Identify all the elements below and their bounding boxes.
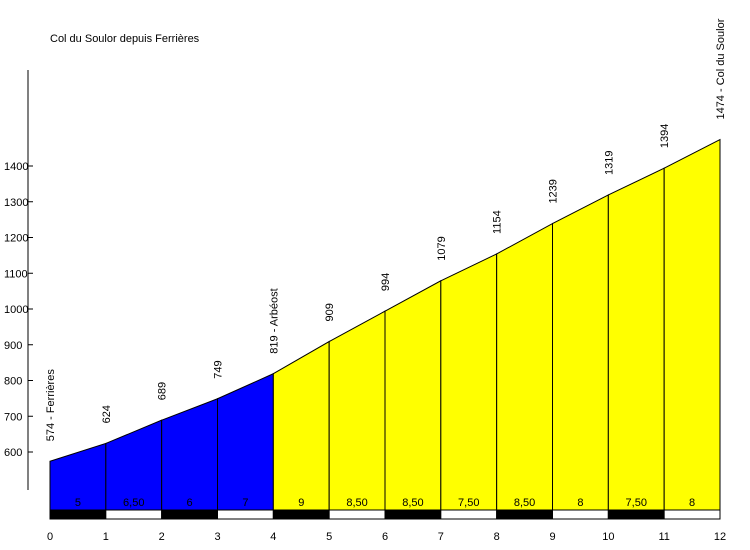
- altitude-label: 574 - Ferrières: [45, 369, 57, 442]
- altitude-label: 1319: [603, 150, 615, 174]
- gradient-label: 6,50: [123, 497, 144, 509]
- gradient-label: 8,50: [514, 497, 535, 509]
- x-tick-label: 6: [382, 531, 388, 543]
- distance-bar-segment: [663, 509, 721, 520]
- altitude-label: 994: [380, 273, 392, 291]
- y-tick-label: 700: [4, 411, 22, 423]
- distance-bar-segment: [496, 509, 553, 520]
- x-tick-label: 4: [270, 531, 276, 543]
- x-tick-label: 11: [658, 531, 669, 543]
- altitude-label: 1154: [492, 210, 504, 234]
- x-tick-label: 1: [103, 531, 109, 543]
- altitude-label: 689: [157, 382, 169, 400]
- gradient-label: 7,50: [626, 497, 647, 509]
- x-axis-ticks: 0 1 2 3 4 5 6 7 8 9 10 11 12: [47, 531, 726, 543]
- gradient-label: 8,50: [346, 497, 367, 509]
- distance-bar-segment: [440, 509, 498, 520]
- gradient-label: 7,50: [458, 497, 479, 509]
- altitude-label: 909: [324, 303, 336, 321]
- profile-segment-4: [217, 372, 274, 511]
- distance-bar-segment: [49, 509, 107, 520]
- altitude-label: 624: [101, 405, 113, 423]
- profile-segment-9: [496, 222, 553, 511]
- gradient-labels: 5 6,50 6 7 9 8,50 8,50 7,50 8,50 8 7,50 8: [75, 497, 695, 509]
- distance-bar-segment: [384, 509, 442, 520]
- altitude-label: 749: [213, 360, 225, 378]
- altitude-label: 1474 - Col du Soulor: [715, 18, 727, 119]
- profile-areas: [49, 138, 721, 511]
- y-tick-label: 600: [4, 447, 22, 459]
- distance-bar-segment: [105, 509, 163, 520]
- x-tick-label: 5: [326, 531, 332, 543]
- y-tick-label: 1300: [4, 197, 28, 209]
- gradient-label: 6: [187, 497, 193, 509]
- y-axis-ticks: 600 700 800 900 1000 1100 1200 1300 1400: [4, 161, 33, 459]
- altitude-label: 819 - Arbéost: [268, 288, 280, 353]
- profile-segment-6: [328, 310, 386, 511]
- distance-bar-segment: [552, 509, 609, 520]
- distance-bar: [49, 509, 721, 520]
- gradient-label: 8,50: [402, 497, 423, 509]
- altitude-label: 1079: [436, 236, 448, 260]
- x-tick-label: 12: [714, 531, 726, 543]
- profile-segment-12: [663, 138, 721, 511]
- profile-segment-10: [552, 194, 609, 511]
- distance-bar-segment: [328, 509, 386, 520]
- gradient-label: 8: [577, 497, 583, 509]
- altitude-label: 1394: [659, 124, 671, 148]
- y-tick-label: 900: [4, 340, 22, 352]
- x-tick-label: 10: [602, 531, 614, 543]
- profile-segment-7: [384, 279, 442, 511]
- gradient-label: 5: [75, 497, 81, 509]
- gradient-label: 9: [298, 497, 304, 509]
- altitude-labels: 574 - Ferrières 624 689 749 819 - Arbéost 909…: [45, 18, 727, 441]
- chart-title: Col du Soulor depuis Ferrières: [50, 33, 200, 45]
- profile-segment-5: [272, 340, 330, 511]
- y-tick-label: 1400: [4, 161, 28, 173]
- y-tick-label: 1000: [4, 304, 28, 316]
- y-tick-label: 1200: [4, 233, 28, 245]
- x-tick-label: 0: [47, 531, 53, 543]
- distance-bar-segment: [161, 509, 219, 520]
- x-tick-label: 7: [438, 531, 444, 543]
- y-tick-label: 800: [4, 376, 22, 388]
- altitude-label: 1239: [548, 179, 560, 203]
- x-tick-label: 9: [549, 531, 555, 543]
- distance-bar-segment: [272, 509, 330, 520]
- profile-segment-11: [607, 167, 665, 511]
- distance-bar-segment: [607, 509, 665, 520]
- profile-segment-3: [161, 398, 218, 511]
- x-tick-label: 2: [159, 531, 165, 543]
- profile-segment-8: [440, 253, 498, 511]
- distance-bar-segment: [217, 509, 274, 520]
- y-tick-label: 1100: [4, 268, 28, 280]
- x-tick-label: 3: [214, 531, 220, 543]
- gradient-label: 7: [242, 497, 248, 509]
- x-tick-label: 8: [494, 531, 500, 543]
- gradient-label: 8: [689, 497, 695, 509]
